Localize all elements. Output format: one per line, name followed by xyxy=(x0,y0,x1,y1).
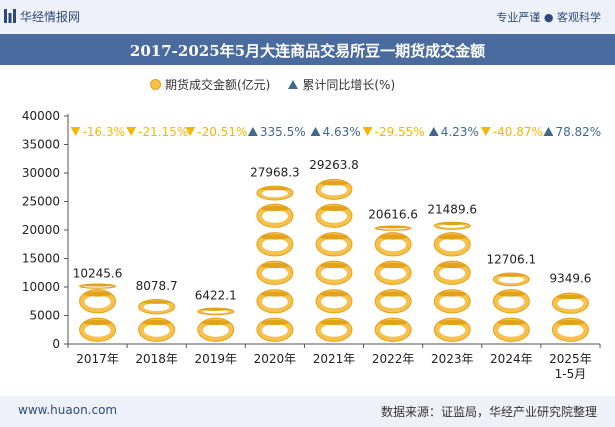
y-tick-label: 35000 xyxy=(22,138,60,152)
amount-data-label: 8078.7 xyxy=(136,279,178,293)
coin-stack-segment xyxy=(79,289,117,314)
chart-title: 2017-2025年5月大连商品交易所豆一期货成交金额 xyxy=(129,42,486,60)
triangle-legend-icon xyxy=(288,80,299,89)
coin-stack-segment xyxy=(138,317,176,342)
growth-data-label: -40.87% xyxy=(493,125,543,139)
growth-data-label: -16.3% xyxy=(83,125,125,139)
amount-data-label: 9349.6 xyxy=(549,272,591,286)
y-tick-label: 20000 xyxy=(22,223,60,237)
coin-stack-segment xyxy=(433,289,471,314)
coin-stack-segment xyxy=(315,260,353,285)
x-tick-label: 2017年 xyxy=(76,352,119,366)
coin-stack-segment xyxy=(138,299,176,315)
growth-up-triangle-icon xyxy=(247,127,258,136)
y-tick-label: 0 xyxy=(52,337,60,351)
x-tick-label: 2023年 xyxy=(431,352,474,366)
coin-stack-segment xyxy=(551,292,589,314)
coin-stack-segment xyxy=(315,203,353,228)
coin-stack-segment xyxy=(374,260,412,285)
x-tick-label: 2022年 xyxy=(372,352,415,366)
y-tick-label: 5000 xyxy=(29,309,60,323)
x-tick-label: 2019年 xyxy=(195,352,238,366)
coin-stack-segment xyxy=(433,221,471,230)
growth-down-triangle-icon xyxy=(70,127,81,136)
brand-tags: 专业严谨 ● 客观科学 xyxy=(496,11,601,24)
amount-data-label: 10245.6 xyxy=(73,267,123,281)
amount-data-label: 21489.6 xyxy=(427,203,477,217)
x-tick-label: 2020年 xyxy=(254,352,297,366)
amount-data-label: 20616.6 xyxy=(368,207,418,221)
coin-stack-segment xyxy=(315,178,353,200)
coin-stack-segment xyxy=(433,317,471,342)
coin-stack-segment xyxy=(256,317,294,342)
coin-stack-segment xyxy=(433,232,471,257)
amount-data-label: 12706.1 xyxy=(487,253,537,267)
coin-stack-segment xyxy=(197,317,235,342)
footer-website: www.huaon.com xyxy=(18,403,118,417)
y-tick-label: 40000 xyxy=(22,109,60,123)
x-tick-label: 2025年 xyxy=(549,352,592,366)
coin-stack-segment xyxy=(79,317,117,342)
title-bar: 2017-2025年5月大连商品交易所豆一期货成交金额 xyxy=(0,34,615,65)
growth-down-triangle-icon xyxy=(362,127,373,136)
coin-stack-segment xyxy=(79,283,117,289)
y-tick-label: 10000 xyxy=(22,280,60,294)
growth-data-label: 4.23% xyxy=(441,125,479,139)
footer-source: 数据来源：证监局，华经产业研究院整理 xyxy=(380,405,597,419)
growth-data-label: -29.55% xyxy=(375,125,425,139)
growth-down-triangle-icon xyxy=(480,127,491,136)
growth-data-label: -20.51% xyxy=(197,125,247,139)
coin-stack-segment xyxy=(256,185,294,201)
chart-legend: 期货成交金额(亿元) 累计同比增长(%) xyxy=(150,76,395,93)
coin-stack-segment xyxy=(551,317,589,342)
y-tick-label: 25000 xyxy=(22,195,60,209)
coin-stack-segment xyxy=(256,289,294,314)
coin-stack-segment xyxy=(492,272,530,287)
coin-stack-segment xyxy=(256,260,294,285)
top-bar: 华经情报网 专业严谨 ● 客观科学 xyxy=(0,0,615,34)
growth-data-label: 4.63% xyxy=(323,125,361,139)
x-tick-label: 1-5月 xyxy=(555,367,587,381)
brand-name: 华经情报网 xyxy=(20,10,81,24)
legend-series-1: 期货成交金额(亿元) xyxy=(165,78,271,92)
coin-stack-segment xyxy=(256,203,294,228)
bar-chart: 0 5000 10000 15000 20000 25000 30000 35000 40000… xyxy=(22,109,601,381)
coin-stack-segment xyxy=(492,289,530,314)
growth-data-label: 78.82% xyxy=(555,125,601,139)
coin-stack-segment xyxy=(374,225,412,231)
growth-data-label: -21.15% xyxy=(138,125,188,139)
growth-down-triangle-icon xyxy=(126,127,137,136)
x-tick-label: 2018年 xyxy=(135,352,178,366)
growth-down-triangle-icon xyxy=(185,127,196,136)
y-tick-label: 30000 xyxy=(22,166,60,180)
coin-stack-segment xyxy=(256,232,294,257)
growth-up-triangle-icon xyxy=(543,127,554,136)
growth-up-triangle-icon xyxy=(310,127,321,136)
coin-stack-segment xyxy=(374,289,412,314)
footer-bar: www.huaon.com 数据来源：证监局，华经产业研究院整理 xyxy=(0,396,615,427)
x-tick-label: 2021年 xyxy=(313,352,356,366)
coin-stack-segment xyxy=(197,307,235,316)
coin-legend-icon xyxy=(150,79,161,90)
coin-stack-segment xyxy=(433,260,471,285)
coin-stack-segment xyxy=(374,317,412,342)
coin-stack-segment xyxy=(315,317,353,342)
coin-stack-segment xyxy=(492,317,530,342)
y-tick-label: 15000 xyxy=(22,252,60,266)
growth-data-label: 335.5% xyxy=(260,125,306,139)
legend-series-2: 累计同比增长(%) xyxy=(302,78,396,92)
amount-data-label: 6422.1 xyxy=(195,288,237,302)
coin-stack-segment xyxy=(315,289,353,314)
brand-logo-icon xyxy=(4,9,16,23)
coin-stack-segment xyxy=(374,232,412,257)
amount-data-label: 29263.8 xyxy=(309,158,359,172)
amount-data-label: 27968.3 xyxy=(250,166,300,180)
x-tick-label: 2024年 xyxy=(490,352,533,366)
growth-up-triangle-icon xyxy=(428,127,439,136)
coin-stack-segment xyxy=(315,232,353,257)
